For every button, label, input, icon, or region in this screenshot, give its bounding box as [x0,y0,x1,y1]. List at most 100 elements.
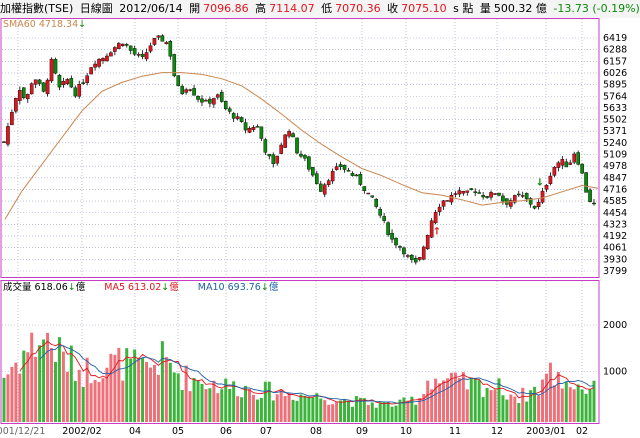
volume-bar [129,358,133,422]
volume-bar [149,367,153,422]
stock-chart[interactable]: 6419628861576026589557645633550253715240… [0,18,640,438]
volume-bar [267,381,271,422]
candle-body [29,83,34,95]
candle-body [259,126,264,139]
volume-bar [263,381,267,422]
volume-bar [418,397,422,422]
volume-bar [30,332,34,422]
candle-body [156,35,161,38]
candle-body [556,162,561,168]
candle-body [307,156,311,170]
volume-bar [295,400,299,422]
volume-bar [370,402,374,422]
volume-bar [2,377,6,422]
candle-body [295,137,299,154]
volume-bar [410,396,414,422]
candle-body [188,89,192,91]
volume-bar [434,378,438,422]
volume-bar [275,394,279,422]
volume-bar [176,373,180,422]
candle-body [77,84,82,97]
candle-body [53,59,58,74]
volume-bar [145,361,149,422]
volume-bar [105,367,109,422]
volume-bar [390,406,394,422]
price-tick-label: 5895 [603,80,627,91]
period-label[interactable]: 日線圖 [79,2,113,15]
candle-body [445,200,450,202]
candle-body [350,173,355,176]
candle-body [513,195,517,203]
candle-body [528,198,533,205]
sma60-legend: SMA60 4718.34↓ [3,19,86,30]
volume-bar [319,398,323,422]
candle-body [516,193,521,196]
candle-body [370,195,375,198]
volume-bar [251,394,255,422]
candle-body [437,206,442,212]
volume-bar [402,397,406,422]
volume-bar [156,374,160,422]
price-tick-label: 4585 [603,196,627,207]
price-tick-label: 5371 [603,126,627,137]
price-tick-label: 4454 [603,208,627,219]
volume-bar [271,400,275,422]
price-tick-label: 5764 [603,91,627,102]
candle-body [49,58,54,82]
signal-markers: ↑↓ [433,178,544,238]
volume-bar [584,393,588,422]
volume-axis: 2000 1000 [603,320,627,378]
price-tick-label: 4192 [603,231,627,242]
volume-legend: 成交量 618.06↓億 MA5 613.02↓億 MA10 693.76↓億 [3,281,279,293]
candle-body [243,122,248,131]
date-tick-label: 07 [260,426,272,437]
candle-body [235,116,240,119]
volume-bar [366,404,370,422]
candle-body [132,48,137,55]
candle-body [291,133,295,138]
volume-bar [493,389,497,422]
candle-body [196,95,200,100]
candle-body [315,173,319,184]
candle-body [81,82,85,85]
chart-background [0,18,640,438]
volume-bar [224,378,228,422]
candle-body [449,195,454,203]
date-tick-label: 09 [356,426,368,437]
candle-body [61,81,66,86]
candle-body [97,59,101,67]
high-label: 高 [255,2,267,15]
date-tick-label: 10 [400,426,412,437]
candle-body [374,198,379,207]
ma10-legend-unit: 億 [269,281,279,293]
volume-bar [497,378,501,422]
volume-bar [406,400,410,422]
candle-body [592,202,596,205]
volume-bar [394,405,398,422]
candle-body [208,98,212,104]
volume-bar [453,372,457,422]
candle-body [105,55,109,62]
ma5-line [19,340,595,405]
volume-bar [505,399,509,422]
volume-bar [152,364,156,422]
volume-bar [343,398,347,422]
volume-bar [192,377,196,422]
candle-body [164,42,169,45]
candle-body [136,54,141,56]
candle-body [342,164,347,170]
volume-bar [461,372,465,422]
volume-bar [469,377,473,422]
volume-bar [200,383,204,422]
candle-body [65,79,70,84]
price-tick-label: 4716 [603,184,627,195]
volume-bar [10,366,14,422]
candle-body [255,126,260,128]
high-value: 7114.07 [269,2,315,15]
volume-bar [552,385,556,422]
date-tick-label: 11 [449,426,461,437]
candle-body [540,190,545,203]
candle-body [402,247,406,255]
volume-bar [228,388,232,422]
volume-bar [544,373,548,422]
